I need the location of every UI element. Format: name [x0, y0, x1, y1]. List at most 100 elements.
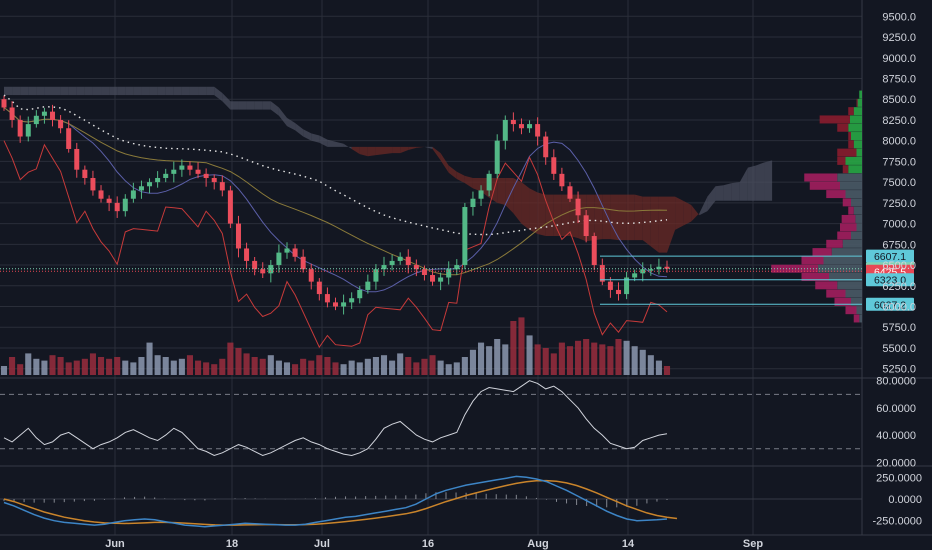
price-tick-label: 8000.0 [882, 136, 916, 148]
price-tick-label: 5500.0 [882, 343, 916, 355]
candle-body [219, 182, 225, 191]
cloud-segment [747, 165, 756, 201]
date-tick-label: 14 [622, 538, 635, 550]
cloud-segment [602, 194, 611, 240]
volume-bar [114, 357, 121, 375]
volume-bar [380, 355, 388, 375]
candle-body [357, 289, 363, 299]
cloud-segment [246, 101, 255, 110]
vpvr-up-bar [856, 223, 862, 232]
candle-body [567, 186, 573, 199]
vpvr-down-bar [841, 214, 856, 223]
candle-body [227, 190, 233, 224]
cloud-segment [384, 146, 393, 155]
price-tag-box [866, 273, 914, 287]
candle-body [33, 115, 39, 125]
candle-body [235, 223, 241, 249]
cloud-segment [149, 86, 158, 96]
cloud-segment [20, 86, 29, 96]
cloud-segment [222, 92, 231, 110]
cloud-segment [472, 177, 482, 192]
vpvr-down-bar [848, 206, 854, 215]
candle-body [664, 266, 670, 269]
cloud-segment [731, 182, 740, 201]
candles [1, 95, 670, 315]
price-tick-label: 8250.0 [882, 115, 916, 127]
price-tick-label: 7000.0 [882, 219, 916, 231]
vpvr-up-bar [845, 289, 862, 298]
vpvr-up-bar [823, 256, 862, 265]
rsi-tick-label: 80.0000 [876, 376, 916, 388]
cloud-segment [392, 146, 401, 154]
cloud-segment [618, 194, 627, 241]
candle-body [276, 252, 282, 266]
candle-body [195, 169, 201, 174]
cloud-segment [667, 196, 676, 253]
cloud-segment [715, 185, 724, 201]
cloud-segment [327, 139, 336, 147]
price-tick-label: 6750.0 [882, 239, 916, 251]
price-tag-label: 6323.0 [874, 275, 906, 287]
cloud-segment [497, 177, 506, 205]
cloud-segment [448, 165, 457, 180]
volume-bar [203, 362, 210, 375]
cloud-segment [36, 86, 45, 96]
candle-body [58, 119, 64, 129]
date-tick-label: 16 [422, 538, 434, 550]
cloud-segment [270, 101, 279, 116]
candle-body [535, 124, 541, 137]
volume-bar [324, 357, 331, 375]
candle-body [607, 281, 613, 290]
cloud-segment [52, 86, 61, 96]
cloud-segment [254, 101, 263, 110]
volume-bar [49, 355, 56, 375]
cloud-segment [181, 86, 190, 96]
volume-bar [170, 360, 177, 375]
vpvr-up-bar [856, 306, 862, 315]
vpvr-down-bar [837, 231, 851, 240]
vpvr-down-bar [812, 248, 832, 257]
candle-body [17, 119, 23, 137]
volume-bar [526, 335, 533, 375]
cloud-segment [189, 86, 199, 96]
vpvr-down-bar [837, 123, 849, 132]
ma-dotted-line [3, 94, 668, 236]
price-tag-box [866, 249, 914, 263]
candle-body [324, 294, 330, 303]
cloud-segment [464, 175, 473, 189]
date-tick-label: 18 [226, 538, 238, 550]
cloud-segment [634, 194, 643, 241]
candle-body [405, 256, 411, 266]
volume-bar [510, 321, 517, 375]
volume-bar [259, 358, 266, 375]
cloud-segment [303, 129, 312, 141]
candle-body [575, 198, 581, 216]
volume-bar [292, 364, 299, 375]
volume-bar [235, 348, 242, 375]
rsi-pane [0, 380, 862, 457]
candle-body [171, 169, 177, 174]
vpvr-down-bar [837, 148, 857, 157]
cloud-segment [521, 182, 530, 230]
volume-bar [566, 346, 574, 375]
volume-bar [316, 355, 323, 375]
cloud-segment [173, 86, 182, 96]
cloud-segment [683, 200, 692, 226]
price-tick-label: 5750.0 [882, 322, 916, 334]
cloud-segment [739, 167, 748, 201]
vpvr-up-bar [840, 181, 862, 190]
vpvr-up-bar [853, 206, 862, 215]
cloud-segment [561, 194, 570, 237]
candle-body [252, 260, 258, 270]
vpvr-down-bar [848, 140, 854, 149]
cloud-segment [755, 162, 765, 201]
rsi-tick-label: 20.0000 [876, 457, 916, 469]
ma-slow-line [3, 107, 668, 276]
candle-body [446, 269, 452, 278]
vpvr-down-bar [848, 132, 851, 141]
date-tick-label: Sep [743, 538, 763, 550]
candle-body [9, 107, 15, 120]
vpvr-up-bar [851, 231, 862, 240]
